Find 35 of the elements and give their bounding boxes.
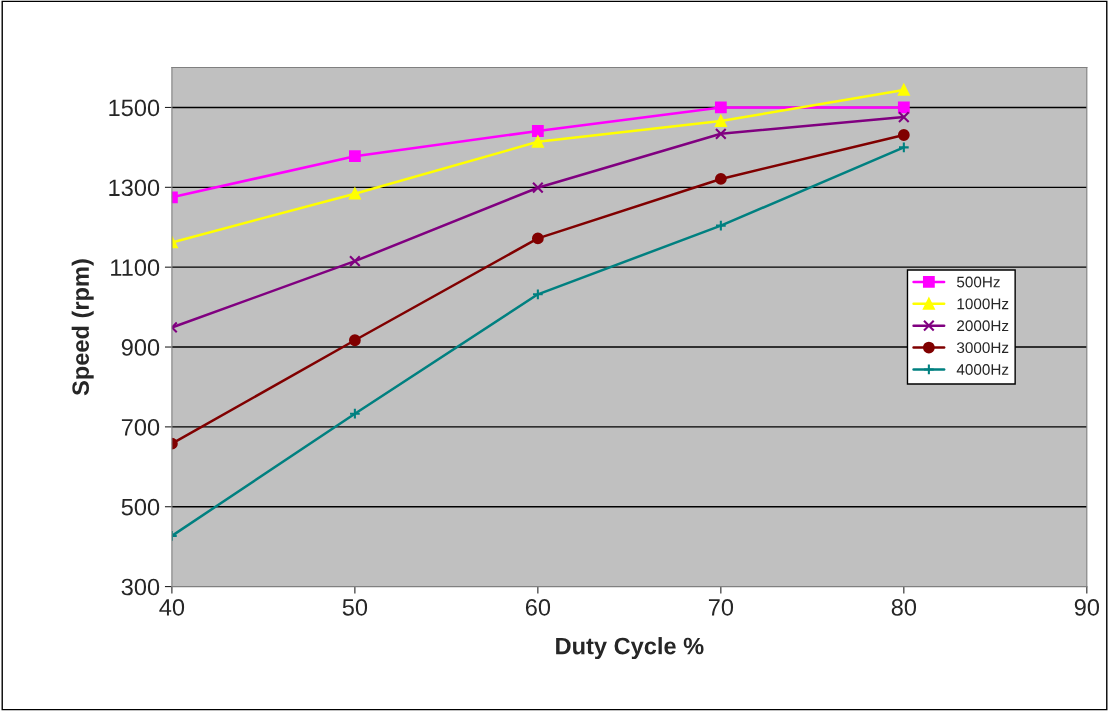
point [714, 115, 727, 127]
x-tick-label: 90 [1074, 599, 1100, 616]
x-tick-label: 60 [525, 599, 551, 616]
y-tick-label: 700 [121, 418, 160, 436]
point [531, 125, 544, 137]
point [897, 101, 910, 114]
point [897, 111, 910, 123]
y-tick-label: 1100 [111, 259, 160, 276]
point [897, 129, 910, 141]
legend-label: 4000Hz [956, 364, 1009, 375]
x-tick-label: 70 [708, 599, 734, 616]
point [348, 187, 361, 200]
legend-label: 1000Hz [957, 298, 1009, 310]
legend-label: 500Hz [956, 276, 1000, 288]
point [531, 181, 544, 194]
point [714, 101, 727, 114]
y-axis-title: Speed (rpm) [71, 259, 94, 396]
y-tick-label: 1300 [109, 179, 160, 197]
y-tick-label: 300 [121, 578, 160, 596]
point [531, 232, 544, 245]
x-tick-label: 40 [159, 599, 185, 616]
y-tick-label: 1500 [109, 99, 160, 117]
point [348, 150, 361, 163]
point [348, 255, 361, 268]
point [531, 135, 544, 148]
legend-label: 3000Hz [956, 342, 1009, 354]
x-axis-title: Duty Cycle % [556, 637, 704, 660]
x-tick-label: 80 [891, 599, 917, 616]
legend-label: 2000Hz [957, 320, 1009, 332]
x-tick-label: 50 [342, 599, 368, 616]
point [714, 173, 727, 185]
point [714, 127, 727, 140]
y-tick-label: 900 [121, 339, 160, 356]
y-tick-label: 500 [121, 498, 160, 516]
point [348, 334, 361, 347]
